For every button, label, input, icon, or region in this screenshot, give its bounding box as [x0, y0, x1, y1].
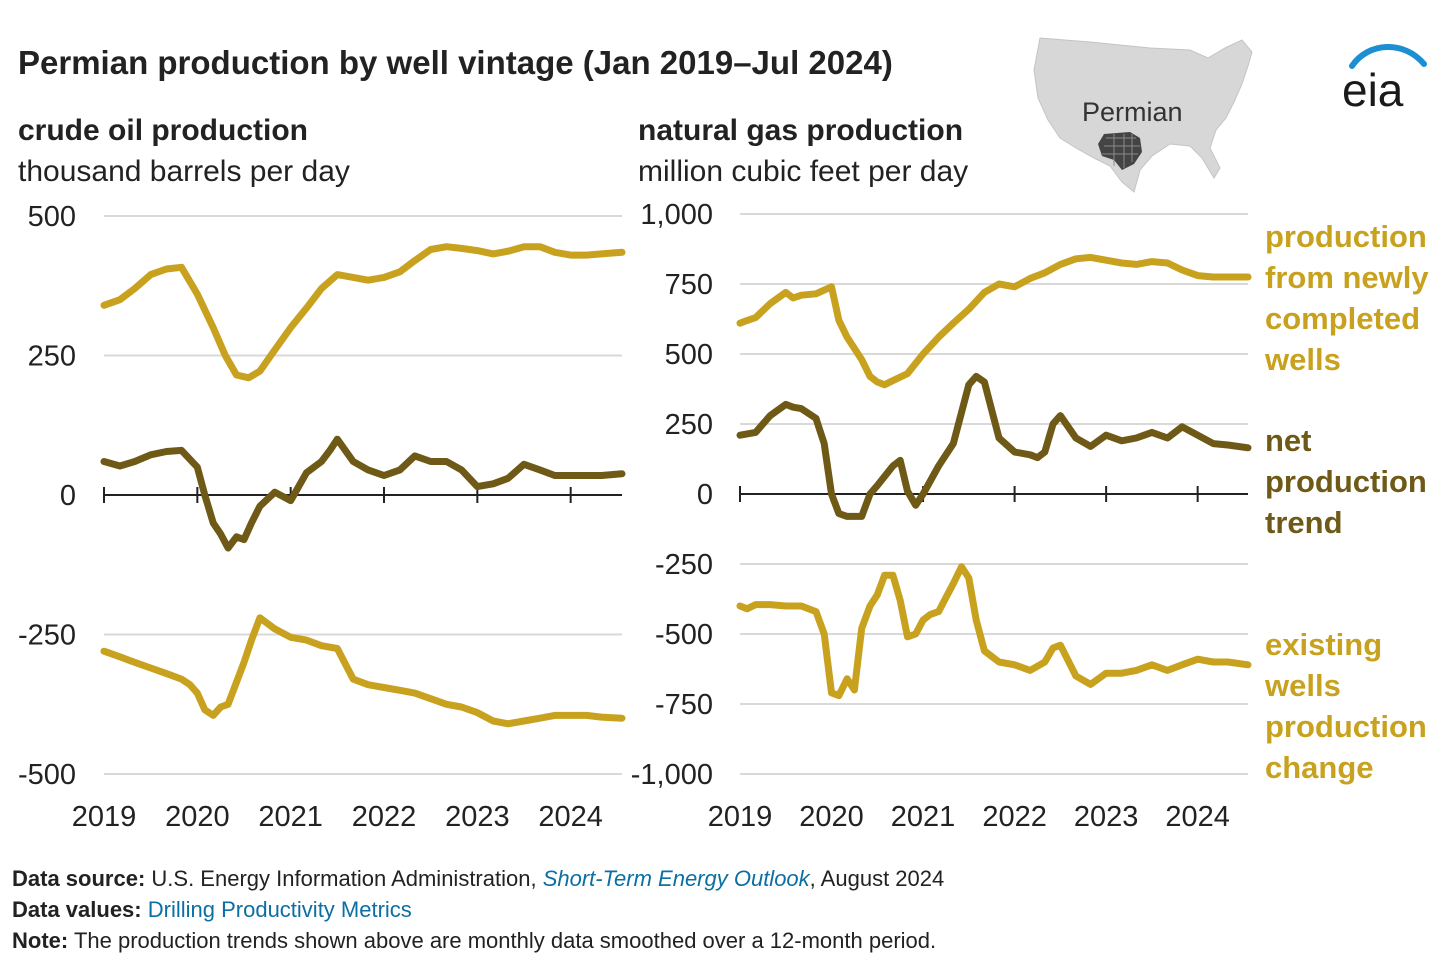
oil-ytick-label: -500	[18, 759, 76, 791]
note-text: The production trends shown above are mo…	[73, 928, 937, 953]
gas-series-existing	[736, 563, 1252, 700]
oil-xtick-label: 2019	[72, 801, 137, 833]
gas-series-net	[736, 372, 1252, 520]
permian-basin-icon	[1098, 132, 1142, 170]
oil-xtick-label: 2024	[538, 801, 603, 833]
gas-ytick-label: -1,000	[631, 759, 713, 791]
eia-logo: eia	[1342, 44, 1427, 116]
us-map-shape	[1033, 37, 1253, 193]
footnote-note: Note: The production trends shown above …	[12, 928, 936, 954]
gas-ytick-label: 500	[665, 339, 713, 371]
gas-xtick-label: 2023	[1074, 801, 1139, 833]
us-map-inset: Permian	[1033, 37, 1253, 193]
gas-ytick-label: -750	[655, 689, 713, 721]
oil-panel-unit: thousand barrels per day	[18, 155, 350, 188]
footnote-values: Data values: Drilling Productivity Metri…	[12, 897, 412, 923]
oil-ytick-label: 500	[28, 201, 76, 233]
gas-xtick-label: 2021	[891, 801, 956, 833]
gas-ytick-label: 0	[697, 479, 713, 511]
chart-main-title: Permian production by well vintage (Jan …	[18, 44, 893, 81]
source-text-1: U.S. Energy Information Administration,	[151, 866, 537, 891]
gas-panel-title: natural gas production	[638, 114, 964, 147]
eia-logo-text: eia	[1342, 64, 1404, 116]
gas-ytick-label: -250	[655, 549, 713, 581]
gas-series-new-wells	[736, 253, 1252, 389]
oil-series-existing	[100, 614, 626, 728]
gas-ytick-label: 1,000	[640, 199, 713, 231]
gas-panel-unit: million cubic feet per day	[638, 155, 969, 188]
note-label: Note:	[12, 928, 69, 953]
oil-series-new-wells	[100, 243, 626, 382]
gas-xtick-label: 2020	[799, 801, 864, 833]
oil-ytick-label: -250	[18, 620, 76, 652]
oil-ytick-label: 0	[60, 480, 76, 512]
oil-xtick-label: 2023	[445, 801, 510, 833]
gas-chart: 1,000 750 500 250 0 -250 -500 -750 -1,000 2019 202…	[631, 199, 1252, 833]
legend-net-trend: net production trend	[1265, 423, 1427, 540]
oil-ytick-label: 250	[28, 341, 76, 373]
gas-xtick-label: 2024	[1165, 801, 1230, 833]
gas-ytick-label: 250	[665, 409, 713, 441]
oil-xtick-label: 2021	[258, 801, 323, 833]
oil-panel-title: crude oil production	[18, 114, 308, 147]
gas-ytick-label: 750	[665, 269, 713, 301]
dpm-link[interactable]: Drilling Productivity Metrics	[147, 897, 412, 922]
oil-series-net	[100, 435, 626, 552]
legend-existing-wells: existing wells production change	[1265, 627, 1427, 785]
steo-link[interactable]: Short-Term Energy Outlook	[542, 866, 810, 891]
legend-new-wells: production from newly completed wells	[1265, 219, 1429, 377]
gas-ytick-label: -500	[655, 619, 713, 651]
oil-xtick-label: 2020	[165, 801, 230, 833]
gas-xtick-label: 2022	[982, 801, 1047, 833]
source-label: Data source:	[12, 866, 146, 891]
oil-chart: 500 250 0 -250 -500 2019 2020 2021 2022 2023 2024	[18, 201, 626, 833]
map-label: Permian	[1082, 97, 1183, 127]
source-text-2: , August 2024	[809, 866, 945, 891]
gas-xtick-label: 2019	[708, 801, 773, 833]
footnote-source: Data source: U.S. Energy Information Adm…	[12, 866, 944, 892]
values-label: Data values:	[12, 897, 142, 922]
oil-xtick-label: 2022	[352, 801, 417, 833]
